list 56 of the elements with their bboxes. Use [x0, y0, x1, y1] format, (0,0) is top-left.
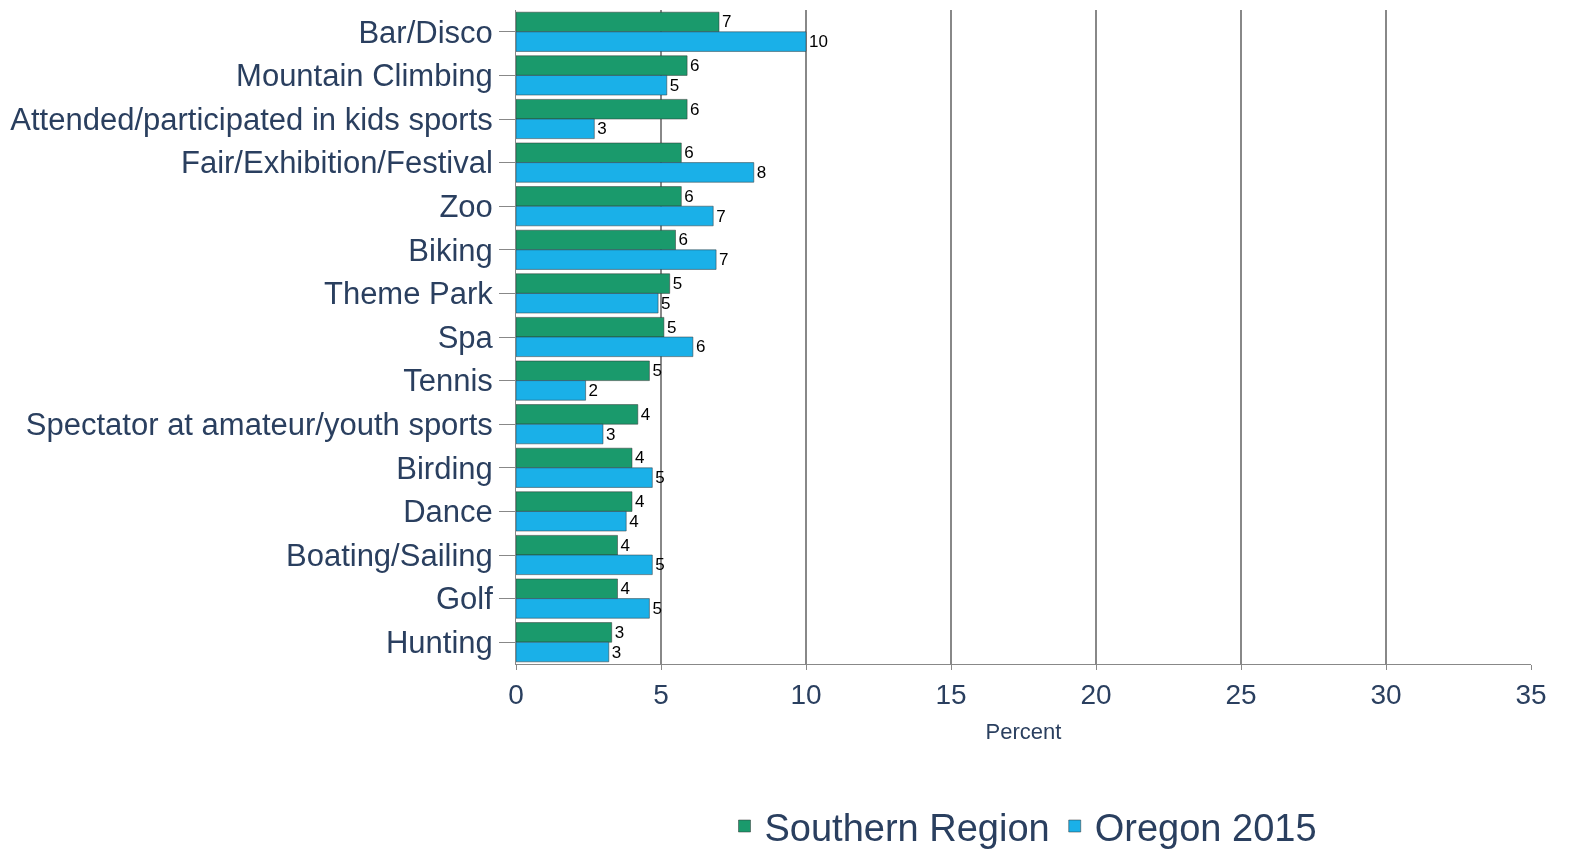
data-label: 5: [672, 274, 683, 294]
data-label: 6: [684, 186, 694, 206]
y-tick-label: Attended/participated in kids sports: [10, 101, 493, 137]
x-tick-label: 25: [1225, 678, 1257, 710]
data-label: 8: [756, 162, 767, 182]
data-label: 3: [614, 622, 625, 642]
data-label: 3: [611, 642, 622, 662]
y-tick-label: Boating/Sailing: [285, 537, 493, 573]
data-label: 6: [690, 56, 700, 76]
data-label: 7: [722, 12, 732, 32]
data-label: 3: [606, 424, 616, 444]
data-label: 5: [661, 293, 671, 313]
y-tick-label: Tennis: [403, 363, 493, 399]
x-tick-label: 35: [1515, 678, 1547, 710]
x-tick-label: 0: [508, 678, 524, 710]
data-label: 5: [652, 598, 662, 618]
legend-label: Southern Region: [764, 806, 1050, 849]
y-tick-label: Dance: [403, 494, 493, 530]
data-label: 2: [588, 380, 599, 400]
data-label: 6: [678, 230, 688, 250]
x-tick-label: 15: [935, 678, 967, 710]
y-tick-label: Theme Park: [323, 276, 494, 312]
data-label: 7: [719, 250, 729, 270]
data-label: 5: [669, 75, 680, 95]
data-label: 5: [652, 361, 662, 381]
y-tick-label: Birding: [396, 450, 493, 486]
y-tick-label: Spectator at amateur/youth sports: [25, 407, 493, 443]
data-label: 4: [629, 511, 639, 531]
data-label: 4: [620, 535, 630, 555]
data-label: 4: [640, 404, 651, 424]
data-label: 6: [684, 143, 694, 163]
y-tick-label: Golf: [435, 581, 494, 617]
data-label: 4: [620, 579, 630, 599]
data-label: 6: [690, 99, 700, 119]
y-tick-label: Bar/Disco: [358, 14, 493, 50]
x-tick-label: 5: [653, 678, 669, 710]
y-tick-label: Biking: [408, 232, 493, 268]
y-tick-label: Fair/Exhibition/Festival: [180, 145, 493, 181]
data-label: 5: [655, 468, 665, 488]
x-tick-label: 10: [790, 678, 822, 710]
data-label: 3: [597, 119, 607, 139]
data-label: 5: [655, 555, 665, 575]
x-axis-title: Percent: [985, 719, 1062, 745]
data-label: 7: [716, 206, 726, 226]
x-tick-label: 30: [1370, 678, 1402, 710]
x-tick-label: 20: [1080, 678, 1112, 710]
data-label: 5: [666, 317, 677, 337]
legend-label: Oregon 2015: [1094, 806, 1317, 849]
data-label: 4: [635, 492, 645, 512]
y-tick-label: Spa: [437, 319, 494, 355]
y-tick-label: Zoo: [439, 189, 493, 225]
y-tick-label: Hunting: [385, 625, 493, 661]
data-label: 6: [695, 337, 706, 357]
y-tick-label: Mountain Climbing: [236, 58, 493, 94]
data-label: 4: [635, 448, 645, 468]
data-label: 10: [809, 32, 828, 52]
